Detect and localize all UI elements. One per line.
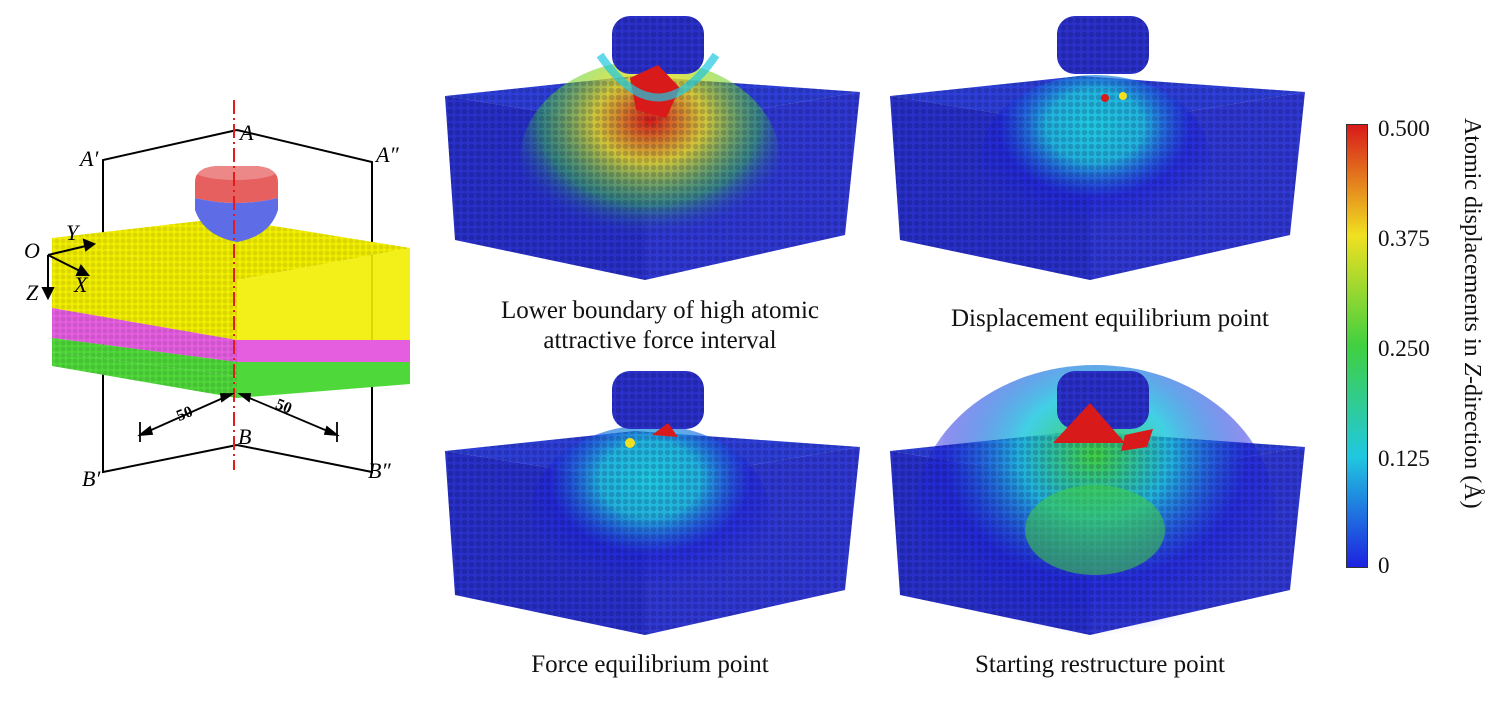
coordinate-axes <box>41 238 97 301</box>
colorbar-tick-0250: 0.250 <box>1378 336 1430 361</box>
label-O: O <box>24 238 40 263</box>
simulation-panel-2 <box>890 16 1305 280</box>
indenter <box>195 164 278 242</box>
simulation-panel-1 <box>445 16 860 280</box>
colorbar-tick-0: 0 <box>1378 553 1390 578</box>
dimension-arrows <box>137 393 340 442</box>
colorbar-tick-0125: 0.125 <box>1378 446 1430 471</box>
label-Y: Y <box>66 220 81 245</box>
caption-panel-1: Lower boundary of high atomic attractive… <box>501 297 819 354</box>
caption-panel-2: Displacement equilibrium point <box>951 305 1269 332</box>
label-A: A <box>238 120 254 145</box>
colorbar-tick-0375: 0.375 <box>1378 226 1430 251</box>
substrate-block <box>52 218 410 398</box>
dimension-right: 50 <box>273 396 294 418</box>
simulation-panel-3 <box>445 371 860 635</box>
colorbar-title: Atomic displacements in Z-direction (Å) <box>1459 118 1485 509</box>
colorbar <box>1346 124 1368 568</box>
label-B-prime: B′ <box>82 466 101 491</box>
caption-panel-3: Force equilibrium point <box>531 651 769 678</box>
label-B-double-prime: B″ <box>368 458 391 483</box>
colorbar-tick-0500: 0.500 <box>1378 116 1430 141</box>
caption-panel-4: Starting restructure point <box>975 651 1225 678</box>
label-X: X <box>73 272 89 297</box>
label-A-double-prime: A″ <box>374 142 399 167</box>
simulation-panel-4 <box>890 365 1305 665</box>
schematic-figure: A A′ A″ B B′ B″ O Y Z X 50 50 <box>24 100 410 491</box>
label-Z: Z <box>26 280 39 305</box>
dimension-left: 50 <box>174 403 195 425</box>
label-A-prime: A′ <box>78 146 99 171</box>
label-B: B <box>238 424 251 449</box>
